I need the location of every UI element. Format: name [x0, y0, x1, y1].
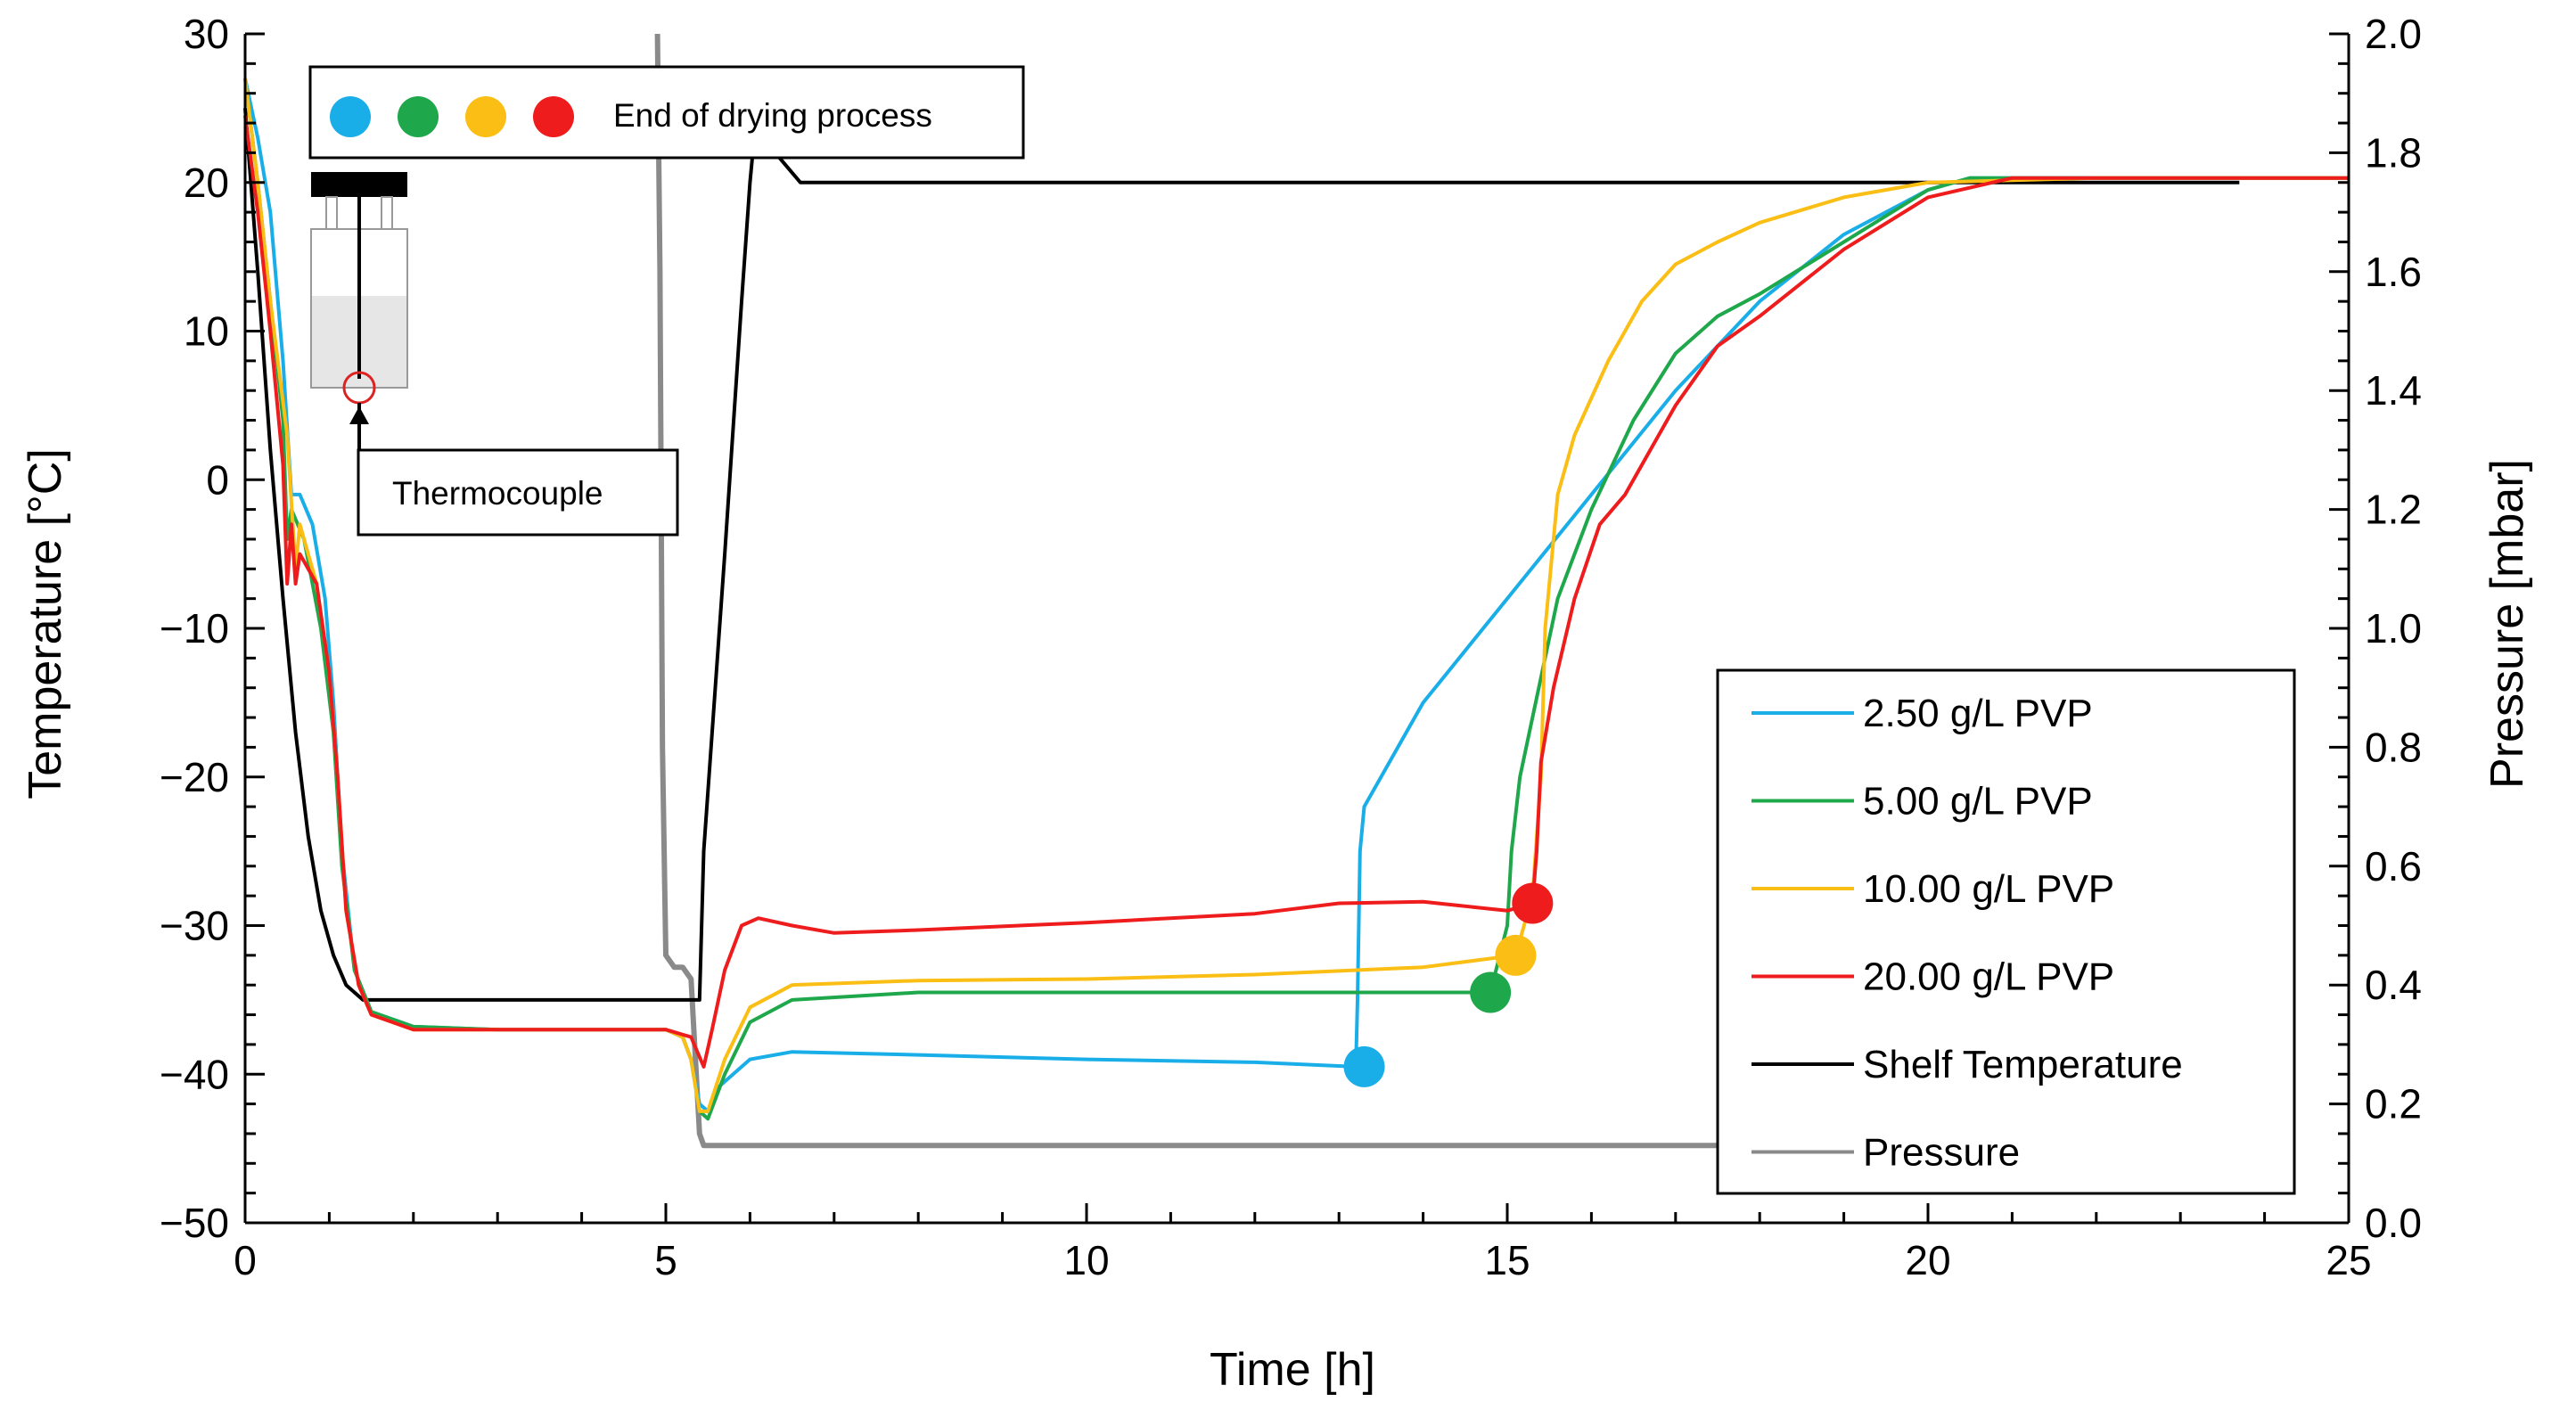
thermocouple-note: Thermocouple — [357, 448, 679, 537]
y-left-tick-label: 0 — [206, 456, 229, 503]
y-left-tick-label: 30 — [184, 11, 229, 57]
end-marker-icon-red — [533, 96, 574, 137]
axes-group — [243, 32, 2350, 1225]
end-marker-5-00-g-l-pvp — [1470, 971, 1512, 1013]
legend: 2.50 g/L PVP 5.00 g/L PVP 10.00 g/L PVP 20.… — [1716, 668, 2296, 1195]
y-right-tick-label: 0.4 — [2365, 962, 2422, 1008]
y-axis-right-title: Pressure [mbar] — [2482, 459, 2533, 789]
y-left-tick-label: 20 — [184, 160, 229, 206]
y-right-tick-label: 1.8 — [2365, 129, 2422, 176]
y-left-tick-label: 10 — [184, 308, 229, 355]
end-marker-20-00-g-l-pvp — [1512, 882, 1554, 924]
y-left-tick-label: −50 — [160, 1200, 229, 1246]
y-right-tick-label: 0.6 — [2365, 843, 2422, 889]
series-group — [243, 33, 2349, 1149]
y-right-tick-label: 0.2 — [2365, 1081, 2422, 1127]
legend-label: 10.00 g/L PVP — [1863, 867, 2114, 911]
y-right-tick-label: 0.0 — [2365, 1200, 2422, 1246]
end-marker-icon-green — [398, 96, 439, 137]
y-right-tick-label: 1.4 — [2365, 367, 2422, 414]
x-axis-title: Time [h] — [1210, 1344, 1375, 1396]
legend-label: 2.50 g/L PVP — [1863, 692, 2093, 735]
y-left-tick-label: −40 — [160, 1051, 229, 1097]
series-line-20-00-g-l-pvp — [243, 115, 2349, 1069]
y-right-tick-label: 1.0 — [2365, 605, 2422, 652]
y-right-tick-label: 2.0 — [2365, 11, 2422, 57]
legend-label: 5.00 g/L PVP — [1863, 780, 2093, 824]
x-tick-label: 20 — [1905, 1237, 1950, 1283]
y-left-tick-label: −30 — [160, 903, 229, 949]
vial-thermocouple-icon — [310, 172, 408, 450]
y-right-tick-label: 1.2 — [2365, 487, 2422, 533]
series-line-shelf-temperature — [243, 108, 2240, 1002]
end-marker-icon-blue — [330, 96, 371, 137]
end-of-drying-note: End of drying process — [308, 65, 1025, 160]
thermocouple-label: Thermocouple — [392, 475, 603, 512]
y-axis-left-title: Temperature [°C] — [20, 448, 71, 799]
x-tick-label: 15 — [1484, 1237, 1530, 1283]
x-tick-label: 10 — [1063, 1237, 1109, 1283]
legend-label: Shelf Temperature — [1863, 1043, 2183, 1086]
x-tick-label: 25 — [2326, 1237, 2371, 1283]
end-of-drying-label: End of drying process — [613, 97, 932, 134]
end-marker-2-50-g-l-pvp — [1343, 1045, 1385, 1087]
x-tick-label: 0 — [234, 1237, 257, 1283]
y-right-tick-label: 0.8 — [2365, 724, 2422, 770]
y-left-tick-label: −10 — [160, 605, 229, 652]
y-left-tick-label: −20 — [160, 754, 229, 800]
y-right-tick-label: 1.6 — [2365, 249, 2422, 295]
end-marker-icon-yellow — [465, 96, 506, 137]
series-line-5-00-g-l-pvp — [243, 78, 2349, 1121]
x-tick-label: 5 — [654, 1237, 677, 1283]
tick-labels: 0 5 10 15 20 25 30 20 10 0 −10 −20 −30 −40 −50 2.0 1.8 1.… — [160, 11, 2422, 1283]
legend-label: Pressure — [1863, 1131, 2020, 1175]
series-line-pressure — [654, 33, 1718, 1149]
legend-label: 20.00 g/L PVP — [1863, 955, 2114, 999]
legend-box — [1716, 668, 2296, 1195]
end-marker-10-00-g-l-pvp — [1495, 934, 1537, 976]
